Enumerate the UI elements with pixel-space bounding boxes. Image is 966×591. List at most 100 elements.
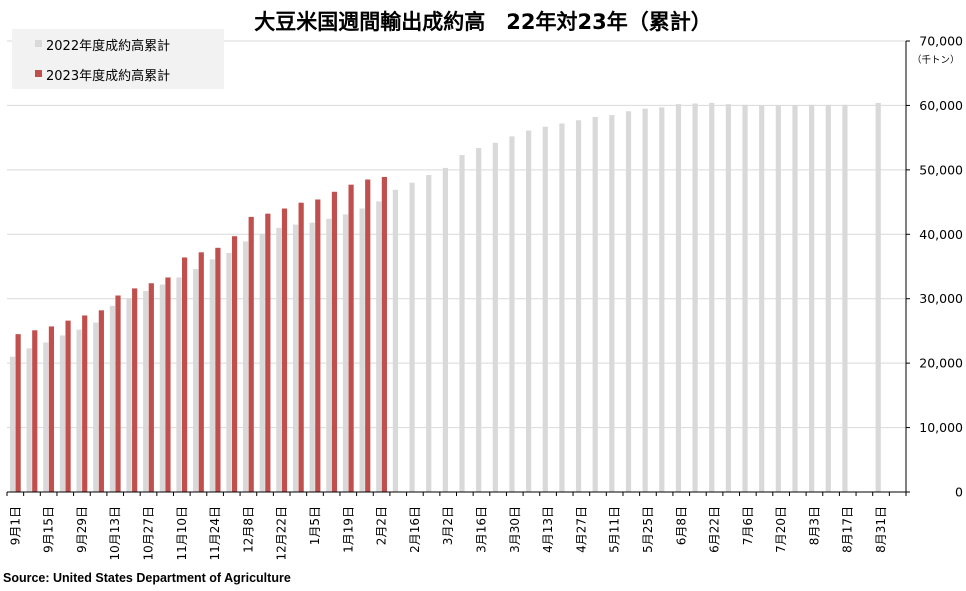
- x-tick-label: 5月25日: [641, 506, 655, 553]
- legend-item-2023: 2023年度成約高累計: [35, 65, 171, 84]
- bar-2023: [248, 216, 254, 492]
- bar-2022: [126, 298, 132, 492]
- bar-2022: [359, 208, 365, 492]
- x-tick-label: 5月11日: [608, 506, 622, 553]
- y-axis-tick-labels: 0 10,000 20,000 30,000 40,000 50,000 60,000 70,…: [919, 34, 963, 500]
- bar-2023: [115, 295, 121, 492]
- bar-2022: [292, 224, 299, 492]
- x-tick-label: 11月10日: [175, 506, 189, 561]
- bar-2023: [165, 277, 171, 492]
- bar-2022: [26, 348, 32, 492]
- bar-2022: [526, 130, 532, 492]
- bar-2022: [592, 117, 598, 493]
- x-tick-label: 6月22日: [708, 506, 722, 553]
- y-tick-label: 10,000: [919, 420, 963, 435]
- bar-2023: [15, 334, 21, 492]
- y-tick-label: 30,000: [919, 291, 963, 306]
- bar-2022: [242, 241, 249, 492]
- bar-2022: [692, 103, 698, 492]
- x-tick-label: 8月3日: [807, 506, 821, 545]
- x-tick-label: 3月2日: [441, 506, 455, 545]
- bar-2022: [542, 126, 548, 492]
- bar-2023: [348, 184, 354, 492]
- x-tick-label: 12月8日: [241, 506, 255, 553]
- bar-2023: [331, 191, 338, 492]
- legend-swatch-2023: [35, 70, 42, 77]
- legend-label-2023: 2023年度成約高累計: [46, 69, 171, 84]
- x-tick-label: 8月17日: [841, 506, 855, 553]
- x-tick-label: 9月29日: [75, 506, 89, 553]
- x-tick-label: 9月1日: [8, 506, 22, 545]
- legend-label-2022: 2022年度成約高累計: [46, 39, 171, 54]
- bar-2022: [326, 218, 332, 492]
- x-axis-tick-labels: 9月1日 9月15日 9月29日 10月13日 10月27日 11月10日 11月24日 12…: [8, 506, 888, 561]
- source-note: Source: United States Department of Agri…: [3, 571, 291, 585]
- bar-2022: [9, 356, 16, 492]
- bar-2022: [143, 290, 149, 492]
- bar-2023: [298, 202, 304, 493]
- x-tick-label: 12月22日: [275, 506, 289, 561]
- bar-2022: [259, 233, 265, 493]
- bar-2022: [76, 329, 82, 492]
- y-tick-label: 0: [955, 485, 963, 500]
- bar-2022: [725, 104, 731, 492]
- series-2023-bars: [15, 176, 387, 493]
- bar-2023: [48, 326, 55, 492]
- bar-2022: [159, 284, 165, 492]
- bar-2022: [825, 104, 831, 492]
- bar-2023: [98, 310, 104, 492]
- bar-2022: [792, 105, 798, 492]
- bar-2023: [281, 208, 288, 492]
- bar-2022: [742, 104, 748, 492]
- bar-2023: [365, 179, 371, 492]
- y-tick-label: 60,000: [919, 98, 963, 113]
- legend: 2022年度成約高累計 2023年度成約高累計: [12, 29, 224, 89]
- bar-2023: [231, 236, 238, 492]
- x-tick-label: 6月8日: [674, 506, 688, 545]
- x-tick-label: 10月27日: [142, 506, 156, 561]
- bar-2023: [148, 283, 154, 492]
- x-tick-label: 11月24日: [208, 506, 222, 561]
- bar-2023: [65, 320, 71, 492]
- x-tick-label: 3月16日: [474, 506, 488, 553]
- legend-item-2022: 2022年度成約高累計: [35, 35, 171, 54]
- bar-2022: [875, 102, 881, 492]
- bar-2023: [198, 252, 204, 492]
- bar-2022: [642, 108, 648, 493]
- bar-2022: [392, 189, 399, 492]
- y-tick-label: 70,000: [919, 34, 963, 49]
- x-tick-label: 1月19日: [341, 506, 355, 553]
- bar-2023: [215, 247, 221, 492]
- y-tick-label: 50,000: [919, 162, 963, 177]
- bar-2022: [759, 105, 765, 492]
- bar-2022: [809, 104, 815, 492]
- bar-2022: [609, 115, 615, 492]
- x-tick-label: 4月13日: [541, 506, 555, 553]
- x-tick-label: 2月16日: [408, 506, 422, 553]
- bar-2022: [842, 104, 848, 492]
- bar-2023: [315, 199, 321, 492]
- bar-2023: [265, 213, 271, 492]
- x-tick-label: 2月2日: [375, 506, 389, 545]
- bar-2022: [59, 335, 66, 492]
- x-tick-label: 3月30日: [508, 506, 522, 553]
- bar-2022: [492, 142, 498, 492]
- bar-2023: [182, 257, 188, 492]
- bar-2022: [509, 136, 515, 492]
- bar-2022: [93, 322, 99, 492]
- series-2022-bars: [9, 102, 881, 493]
- bar-2022: [209, 259, 215, 492]
- x-tick-label: 4月27日: [574, 506, 588, 553]
- bar-2023: [132, 288, 138, 492]
- axes: [6, 40, 910, 496]
- bar-2022: [409, 182, 415, 492]
- bar-2022: [226, 252, 232, 492]
- x-tick-label: 7月20日: [774, 506, 788, 553]
- legend-swatch-2022: [35, 40, 42, 47]
- bar-2023: [32, 330, 38, 492]
- bar-2022: [276, 227, 282, 493]
- bar-2022: [459, 155, 465, 492]
- y-tick-label: 40,000: [919, 227, 963, 242]
- x-tick-label: 1月5日: [308, 506, 322, 545]
